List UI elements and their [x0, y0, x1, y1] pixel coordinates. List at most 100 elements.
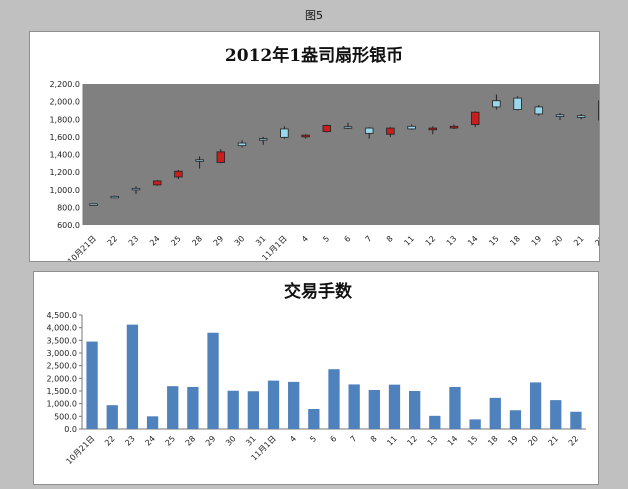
candlestick-x-tick-label: 13 — [445, 234, 459, 248]
candlestick-y-tick-label: 1,000.0 — [49, 186, 80, 195]
candlestick-body — [449, 125, 459, 129]
volume-x-tick-label: 31 — [244, 434, 258, 448]
candlestick-body — [576, 115, 586, 118]
candlestick-body — [386, 127, 395, 135]
volume-bar — [529, 382, 542, 429]
candlestick-body — [280, 128, 289, 138]
volume-bar — [267, 380, 280, 429]
candlestick-body — [555, 114, 565, 118]
candlestick-chart-title: 2012年1盎司扇形银币 — [225, 45, 403, 66]
candlestick-chart: 2012年1盎司扇形银币 2,200.0 2,000.0 1,800.0 1,600.0… — [49, 45, 599, 261]
volume-bar — [550, 400, 562, 429]
candlestick-body — [470, 111, 480, 125]
volume-bar — [570, 411, 582, 429]
volume-bar — [187, 386, 199, 429]
candlestick-x-tick-label: 12 — [424, 234, 438, 248]
volume-bar — [449, 386, 461, 429]
volume-bar — [146, 416, 159, 429]
candlestick-y-tick-label: 1,400.0 — [49, 151, 80, 160]
volume-bar — [288, 381, 300, 429]
candlestick-x-tick-label: 21 — [572, 234, 586, 248]
candlestick-y-tick-label: 800.0 — [57, 203, 80, 212]
volume-x-tick-label: 20 — [526, 434, 540, 448]
candlestick-body — [89, 203, 98, 206]
volume-y-tick-label: 4,000.0 — [46, 324, 77, 333]
candlestick-x-tick-label: 30 — [233, 234, 247, 248]
volume-bar — [489, 397, 501, 429]
volume-x-tick-label: 13 — [426, 434, 440, 448]
candlestick-x-tick-label: 11 — [402, 234, 416, 248]
volume-bar — [509, 410, 522, 429]
volume-x-tick-label: 29 — [204, 434, 218, 448]
volume-x-tick-label: 8 — [369, 434, 379, 444]
candlestick-body — [131, 188, 141, 191]
candlestick-x-tick-label: 25 — [169, 234, 183, 248]
volume-bar — [388, 384, 401, 429]
volume-x-tick-label: 25 — [164, 434, 178, 448]
candlestick-x-tick-label: 7 — [364, 234, 374, 244]
volume-bar — [207, 332, 219, 429]
volume-x-tick-label: 21 — [547, 434, 561, 448]
candlestick-x-tick-label: 6 — [342, 234, 352, 244]
candlestick-body — [237, 142, 247, 147]
candlestick-y-tick-label: 600.0 — [57, 221, 80, 230]
candlestick-body — [258, 138, 268, 141]
volume-bar — [247, 391, 260, 429]
candlestick-body — [110, 195, 120, 199]
candlestick-body — [174, 170, 183, 178]
volume-bar — [429, 415, 441, 429]
volume-x-tick-label: 22 — [567, 434, 581, 448]
candlestick-body — [492, 100, 501, 108]
volume-x-tick-label: 11 — [385, 434, 399, 448]
candlestick-body — [216, 151, 226, 163]
volume-bar — [348, 384, 360, 429]
volume-x-tick-label: 6 — [328, 434, 338, 444]
volume-x-tick-label: 10月21日 — [64, 434, 96, 466]
candlestick-x-tick-label: 22 — [593, 234, 599, 248]
candlestick-body — [322, 125, 332, 132]
volume-y-tick-label: 500.0 — [54, 412, 77, 421]
volume-bar — [227, 390, 239, 429]
candlestick-y-tick-label: 1,800.0 — [49, 115, 80, 124]
volume-y-tick-label: 2,500.0 — [46, 362, 77, 371]
candlestick-chart-panel: 2012年1盎司扇形银币 2,200.0 2,000.0 1,800.0 1,600.0… — [29, 31, 600, 262]
candlestick-x-tick-label: 15 — [487, 234, 501, 248]
candlestick-y-tick-label: 2,200.0 — [49, 80, 80, 89]
candlestick-body — [343, 126, 353, 129]
volume-bar — [328, 369, 340, 429]
candlestick-x-tick-label: 14 — [466, 234, 480, 248]
volume-y-tick-label: 3,000.0 — [46, 349, 77, 358]
volume-x-tick-label: 12 — [405, 434, 419, 448]
candlestick-x-tick-label: 23 — [127, 234, 141, 248]
volume-x-tick-label: 30 — [224, 434, 238, 448]
volume-bar — [167, 386, 179, 429]
volume-x-tick-label: 24 — [143, 434, 157, 448]
volume-bar — [86, 341, 98, 429]
candlestick-x-tick-label: 20 — [551, 234, 565, 248]
candlestick-y-tick-label: 2,000.0 — [49, 98, 80, 107]
volume-x-tick-label: 15 — [466, 434, 480, 448]
candlestick-y-tick-label: 1,200.0 — [49, 168, 80, 177]
volume-x-tick-label: 4 — [288, 434, 298, 444]
candlestick-x-tick-label: 22 — [106, 234, 120, 248]
volume-bar — [106, 405, 118, 429]
figure-title: 图5 — [305, 9, 323, 22]
candlestick-body — [513, 97, 522, 110]
candlestick-x-tick-label: 8 — [385, 234, 395, 244]
candlestick-body — [364, 127, 374, 134]
candlestick-y-tick-label: 1,600.0 — [49, 133, 80, 142]
volume-x-tick-label: 23 — [123, 434, 137, 448]
volume-x-tick-label: 7 — [349, 434, 359, 444]
volume-x-tick-label: 14 — [446, 434, 460, 448]
volume-x-tick-label: 18 — [486, 434, 500, 448]
candlestick-body — [428, 127, 438, 131]
volume-y-tick-label: 1,000.0 — [46, 400, 77, 409]
volume-x-tick-label: 19 — [506, 434, 520, 448]
volume-bar — [308, 408, 320, 429]
candlestick-body — [534, 106, 544, 115]
volume-bar — [368, 389, 380, 429]
volume-bar-chart-panel: 交易手数 4,500.0 4,000.0 3,500.0 3,000.0 2,500.0 2… — [33, 271, 599, 485]
candlestick-body — [195, 159, 204, 162]
candlestick-x-tick-label: 24 — [148, 234, 162, 248]
candlestick-x-tick-label: 4 — [300, 234, 310, 244]
